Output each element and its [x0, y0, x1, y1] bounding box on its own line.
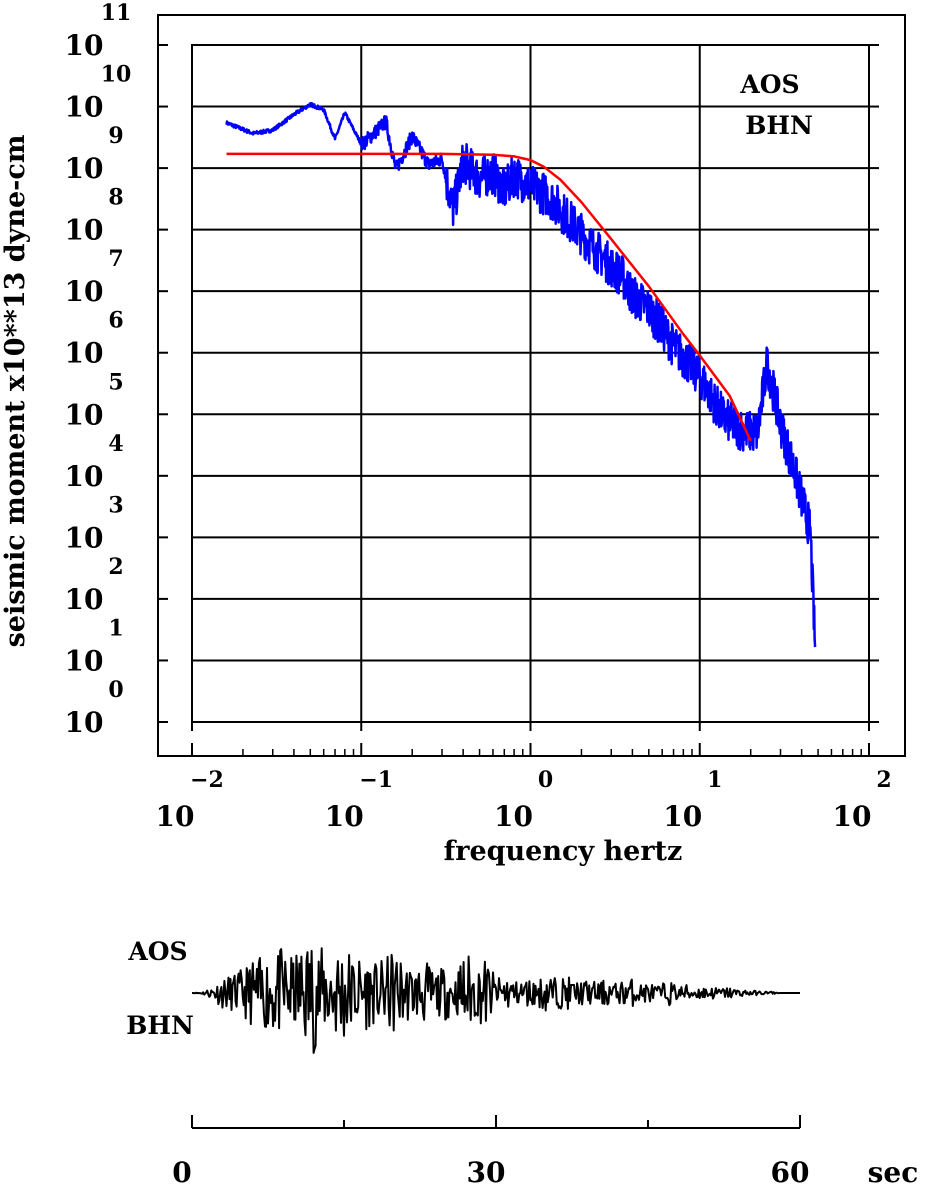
x-tick-base: 10 [494, 800, 533, 833]
y-tick-exponent: 0 [108, 677, 123, 703]
time-tick-label: 60 [771, 1156, 810, 1184]
y-tick-base: 10 [65, 521, 104, 554]
y-tick-base: 10 [65, 152, 104, 185]
x-tick-exponent: −1 [359, 767, 393, 793]
x-tick-base: 10 [663, 800, 702, 833]
y-tick-exponent: 5 [108, 369, 123, 395]
x-axis-label: frequency hertz [444, 836, 683, 867]
model-fit-line [226, 152, 752, 442]
x-tick-base: 10 [156, 800, 195, 833]
x-tick-base: 10 [833, 800, 872, 833]
y-tick-base: 10 [65, 644, 104, 677]
y-tick-base: 10 [65, 91, 104, 124]
y-axis-label: seismic moment x10**13 dyne-cm [0, 135, 31, 648]
y-tick-base: 10 [65, 460, 104, 493]
y-tick-exponent: 6 [108, 308, 123, 334]
seismogram-trace [192, 947, 800, 1054]
y-tick-base: 10 [65, 706, 104, 739]
y-tick-base: 10 [65, 29, 104, 62]
y-tick-base: 10 [65, 398, 104, 431]
y-tick-base: 10 [65, 275, 104, 308]
y-tick-exponent: 3 [108, 492, 123, 518]
y-tick-exponent: 2 [108, 554, 123, 580]
spectrum-station-label: AOS [739, 70, 799, 99]
seismogram-group [192, 947, 800, 1054]
time-tick-label: 0 [172, 1156, 191, 1184]
x-tick-base: 10 [325, 800, 364, 833]
y-tick-exponent: 11 [101, 0, 132, 26]
seismogram-channel-label: BHN [126, 1011, 194, 1040]
y-tick-exponent: 4 [108, 431, 123, 457]
y-tick-exponent: 1 [108, 615, 123, 641]
spectrum-line [225, 101, 817, 648]
y-tick-exponent: 10 [101, 62, 132, 88]
time-unit-label: sec [868, 1156, 919, 1184]
y-tick-base: 10 [65, 583, 104, 616]
y-tick-exponent: 7 [108, 246, 123, 272]
seismogram-station-label: AOS [127, 937, 187, 966]
x-tick-exponent: 1 [707, 767, 722, 793]
series-group [225, 101, 817, 648]
x-tick-exponent: −2 [190, 767, 224, 793]
y-tick-base: 10 [65, 337, 104, 370]
x-tick-exponent: 0 [538, 767, 553, 793]
time-axis-ticks: 0 30 60 [172, 1115, 809, 1184]
x-tick-exponent: 2 [876, 767, 891, 793]
y-tick-exponent: 8 [108, 185, 123, 211]
y-tick-base: 10 [65, 214, 104, 247]
time-tick-label: 30 [467, 1156, 506, 1184]
y-tick-exponent: 9 [108, 123, 123, 149]
spectrum-channel-label: BHN [745, 111, 813, 140]
